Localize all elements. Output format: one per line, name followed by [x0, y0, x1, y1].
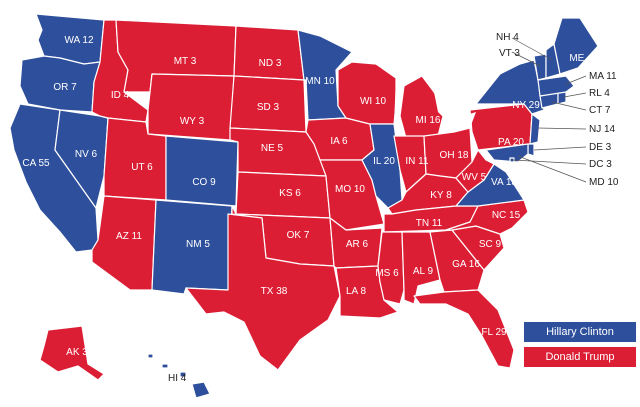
label-nv: NV 6	[75, 149, 98, 160]
state-nj[interactable]	[529, 113, 541, 145]
label-ky: KY 8	[430, 190, 452, 201]
state-wv[interactable]	[455, 149, 495, 193]
state-dc[interactable]	[509, 157, 515, 163]
state-labels: WA 12 OR 7 CA 55 NV 6 ID 4 MT 3 WY 3 UT …	[22, 32, 619, 384]
label-ct: CT 7	[589, 105, 611, 116]
state-wy[interactable]	[147, 73, 235, 141]
label-ca: CA 55	[22, 158, 50, 169]
label-il: IL 20	[373, 156, 395, 167]
label-nc: NC 15	[492, 210, 521, 221]
label-pa: PA 20	[498, 137, 524, 148]
label-de: DE 3	[589, 142, 612, 153]
label-ga: GA 16	[452, 259, 480, 270]
label-mi: MI 16	[415, 115, 440, 126]
label-ri: RL 4	[589, 88, 610, 99]
state-de[interactable]	[527, 143, 535, 157]
label-az: AZ 11	[116, 231, 142, 242]
state-az[interactable]	[91, 195, 157, 291]
state-tx[interactable]	[185, 213, 341, 371]
label-ny: NY 29	[512, 100, 540, 111]
label-co: CO 9	[192, 177, 216, 188]
label-sc: SC 9	[479, 239, 502, 250]
state-hi-maui[interactable]	[179, 371, 187, 378]
state-hi-kauai[interactable]	[147, 353, 154, 359]
label-hi: HI 4	[168, 373, 187, 384]
label-nh: NH 4	[496, 32, 519, 43]
label-mo: MO 10	[335, 184, 365, 195]
state-nd[interactable]	[233, 25, 305, 81]
label-ma: MA 11	[589, 71, 617, 82]
label-ne: NE 5	[261, 143, 284, 154]
state-me[interactable]	[553, 17, 599, 75]
state-ma[interactable]	[537, 75, 575, 97]
state-fl[interactable]	[413, 289, 515, 369]
label-md: MD 10	[589, 177, 619, 188]
state-hi[interactable]	[191, 381, 211, 399]
label-tx: TX 38	[261, 286, 288, 297]
label-ut: UT 6	[131, 162, 153, 173]
label-ia: IA 6	[330, 136, 348, 147]
legend-clinton: Hillary Clinton	[524, 322, 636, 342]
label-nd: ND 3	[259, 58, 282, 69]
state-mi[interactable]	[399, 75, 445, 139]
label-mt: MT 3	[174, 56, 197, 67]
label-sd: SD 3	[257, 102, 280, 113]
label-oh: OH 18	[440, 150, 469, 161]
state-hi-oahu[interactable]	[161, 363, 169, 369]
leader-lines	[511, 37, 587, 183]
label-dc: DC 3	[589, 159, 612, 170]
label-vt: VT 3	[499, 48, 520, 59]
label-ar: AR 6	[346, 239, 369, 250]
legend-trump: Donald Trump	[524, 347, 636, 367]
label-wy: WY 3	[180, 116, 205, 127]
label-in: IN 11	[405, 156, 429, 167]
label-al: AL 9	[413, 266, 434, 277]
state-nc[interactable]	[445, 199, 529, 235]
label-id: ID 4	[111, 90, 130, 101]
label-nj: NJ 14	[589, 124, 616, 135]
label-va: VA 13	[491, 177, 517, 188]
state-co[interactable]	[165, 135, 239, 207]
label-ks: KS 6	[279, 188, 301, 199]
label-la: LA 8	[346, 286, 366, 297]
label-wv: WV 5	[462, 172, 487, 183]
state-ri[interactable]	[557, 91, 567, 105]
label-fl: FL 29	[481, 327, 507, 338]
label-me: ME 4	[569, 53, 593, 64]
label-ak: AK 3	[66, 347, 88, 358]
state-ak[interactable]	[39, 325, 105, 381]
label-ok: OK 7	[287, 230, 310, 241]
label-wi: WI 10	[360, 96, 387, 107]
label-tn: TN 11	[416, 218, 443, 229]
label-or: OR 7	[53, 82, 77, 93]
state-wi[interactable]	[337, 61, 397, 125]
label-nm: NM 5	[186, 239, 210, 250]
label-wa: WA 12	[64, 35, 94, 46]
label-ms: MS 6	[375, 268, 399, 279]
great-lakes	[352, 52, 476, 132]
label-mn: MN 10	[305, 76, 335, 87]
